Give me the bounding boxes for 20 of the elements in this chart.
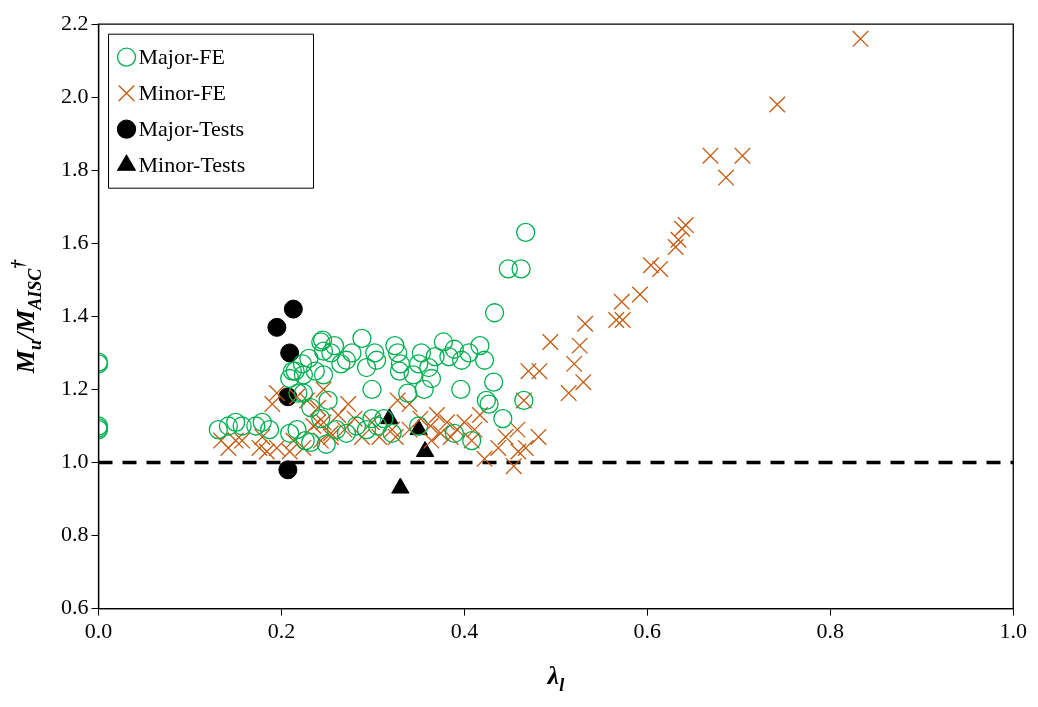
y-tick-label: 0.8 <box>61 521 89 547</box>
y-tick-label: 2.0 <box>61 83 89 109</box>
y-tick-label: 0.6 <box>61 594 89 620</box>
x-tick-label: 0.8 <box>816 617 845 643</box>
y-axis-title: Mu/MAISC† <box>7 258 45 375</box>
legend-label: Major-Tests <box>138 115 245 141</box>
y-tick-label: 1.0 <box>61 448 89 474</box>
x-tick-label: 0.6 <box>633 617 662 643</box>
y-tick-label: 2.2 <box>61 9 89 35</box>
x-tick-label: 0.4 <box>450 617 479 643</box>
y-tick-label: 1.2 <box>61 375 89 401</box>
legend-label: Minor-Tests <box>138 151 246 177</box>
x-tick-label: 0.2 <box>267 617 296 643</box>
y-tick-label: 1.8 <box>61 156 89 182</box>
legend-label: Major-FE <box>138 43 225 69</box>
legend-label: Minor-FE <box>138 79 227 105</box>
x-tick-label: 0.0 <box>84 617 113 643</box>
x-tick-label: 1.0 <box>999 617 1027 643</box>
y-tick-label: 1.6 <box>61 229 89 255</box>
y-tick-label: 1.4 <box>61 302 89 328</box>
